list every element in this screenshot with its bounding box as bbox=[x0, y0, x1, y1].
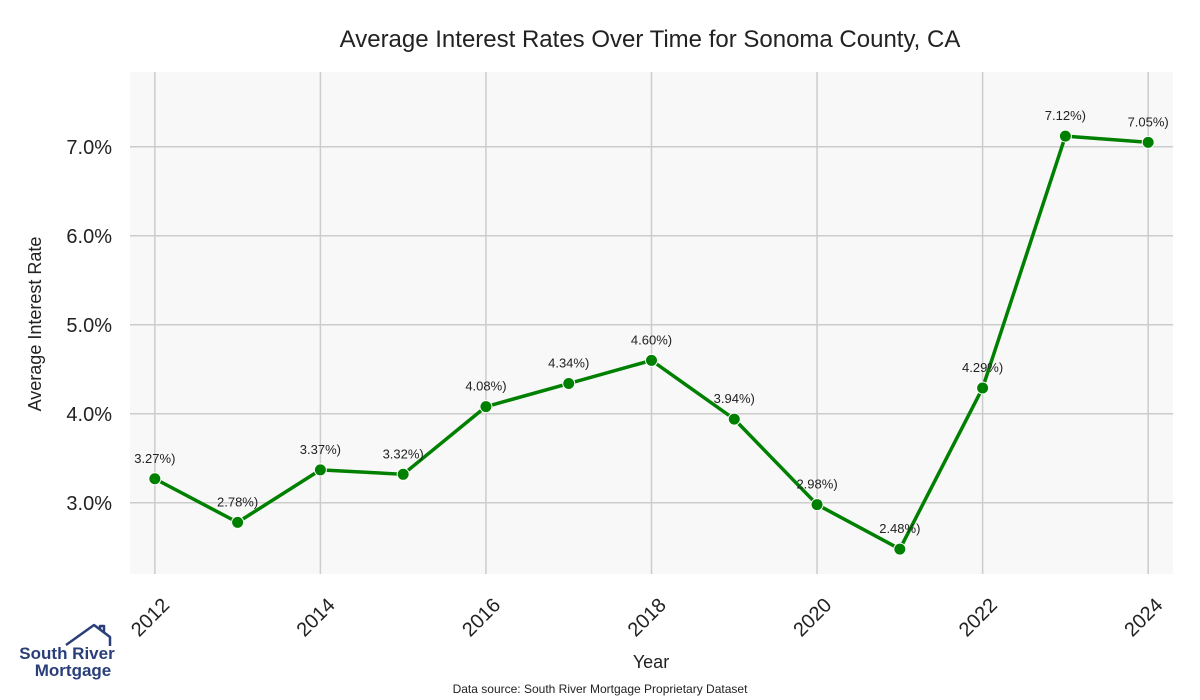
data-point bbox=[396, 467, 410, 481]
x-tick-label: 2024 bbox=[1120, 594, 1167, 641]
logo-text-line1: South River bbox=[19, 644, 115, 663]
data-label: 3.27%) bbox=[134, 451, 175, 466]
data-label: 7.05%) bbox=[1128, 114, 1169, 129]
y-tick-label: 5.0% bbox=[66, 315, 112, 337]
data-point bbox=[810, 498, 824, 512]
data-point bbox=[976, 381, 990, 395]
x-tick-labels: 2012 2014 2016 2018 2020 2022 2024 bbox=[127, 594, 1167, 641]
data-label: 3.37%) bbox=[300, 442, 341, 457]
y-tick-label: 6.0% bbox=[66, 226, 112, 248]
data-point bbox=[645, 353, 658, 367]
x-tick-label: 2012 bbox=[127, 594, 174, 641]
data-point bbox=[893, 542, 907, 556]
data-label: 3.32%) bbox=[383, 446, 424, 461]
house-roof-icon bbox=[65, 623, 112, 647]
data-point bbox=[1058, 129, 1072, 143]
logo-text-line2: Mortgage bbox=[35, 661, 112, 680]
data-labels: 3.27%) 2.78%) 3.37%) 3.32%) 4.08%) 4.34%) 4.60… bbox=[134, 108, 1169, 536]
chart-title: Average Interest Rates Over Time for Son… bbox=[340, 26, 961, 53]
data-point bbox=[1141, 135, 1155, 149]
y-tick-label: 3.0% bbox=[66, 493, 112, 515]
data-label: 4.08%) bbox=[465, 379, 506, 394]
data-point bbox=[313, 463, 327, 477]
data-point bbox=[562, 377, 576, 391]
x-tick-label: 2016 bbox=[458, 594, 505, 641]
data-point bbox=[231, 515, 245, 529]
south-river-mortgage-logo: South River Mortgage bbox=[19, 623, 115, 680]
data-label: 2.78%) bbox=[217, 494, 258, 509]
y-axis-label: Average Interest Rate bbox=[25, 237, 45, 412]
data-label: 4.60%) bbox=[631, 332, 672, 347]
data-label: 2.98%) bbox=[796, 477, 837, 492]
x-tick-label: 2022 bbox=[955, 594, 1002, 641]
series-group bbox=[148, 129, 1155, 556]
y-tick-label: 4.0% bbox=[66, 404, 112, 426]
horizontal-gridlines bbox=[130, 146, 1173, 504]
x-tick-label: 2014 bbox=[293, 594, 340, 641]
y-tick-label: 7.0% bbox=[66, 137, 112, 159]
data-label: 4.34%) bbox=[548, 356, 589, 371]
x-tick-label: 2018 bbox=[624, 594, 671, 641]
x-axis-label: Year bbox=[633, 652, 669, 672]
data-label: 2.48%) bbox=[879, 521, 920, 536]
data-source-note: Data source: South River Mortgage Propri… bbox=[453, 682, 748, 696]
data-label: 3.94%) bbox=[714, 391, 755, 406]
data-point bbox=[727, 412, 741, 426]
x-tick-label: 2020 bbox=[789, 594, 836, 641]
data-label: 7.12%) bbox=[1045, 108, 1086, 123]
data-point bbox=[148, 472, 162, 486]
vertical-gridlines bbox=[154, 72, 1149, 574]
data-point bbox=[479, 400, 493, 414]
y-tick-labels: 3.0% 4.0% 5.0% 6.0% 7.0% bbox=[66, 137, 112, 515]
data-label: 4.29%) bbox=[962, 360, 1003, 375]
